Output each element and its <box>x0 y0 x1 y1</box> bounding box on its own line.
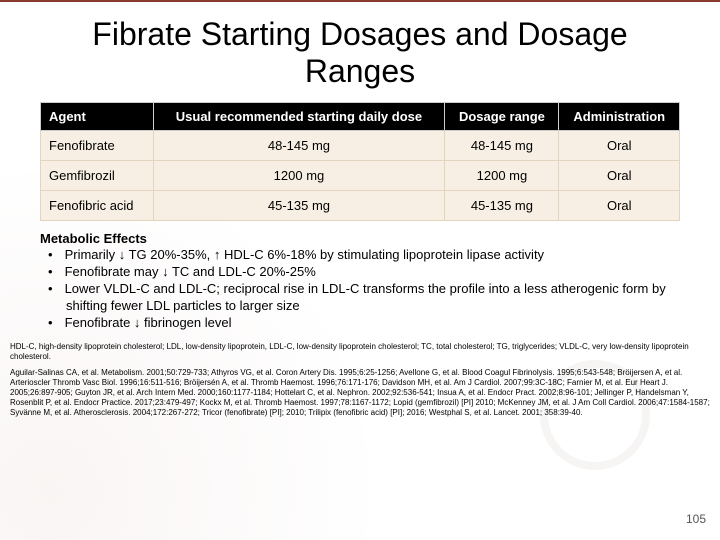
list-item: Fenofibrate ↓ fibrinogen level <box>66 315 680 332</box>
col-agent: Agent <box>41 102 154 130</box>
effects-list: Primarily ↓ TG 20%-35%, ↑ HDL-C 6%-18% b… <box>40 247 680 331</box>
seal-watermark-icon <box>540 360 650 470</box>
cell-agent: Fenofibrate <box>41 130 154 160</box>
table-row: Fenofibrate 48-145 mg 48-145 mg Oral <box>41 130 680 160</box>
cell-admin: Oral <box>559 190 680 220</box>
cell-range: 45-135 mg <box>445 190 559 220</box>
table-header-row: Agent Usual recommended starting daily d… <box>41 102 680 130</box>
table-row: Gemfibrozil 1200 mg 1200 mg Oral <box>41 160 680 190</box>
list-item: Fenofibrate may ↓ TC and LDL-C 20%-25% <box>66 264 680 281</box>
cell-agent: Gemfibrozil <box>41 160 154 190</box>
cell-admin: Oral <box>559 130 680 160</box>
metabolic-effects: Metabolic Effects Primarily ↓ TG 20%-35%… <box>40 231 680 332</box>
list-item: Lower VLDL-C and LDL-C; reciprocal rise … <box>66 281 680 315</box>
effects-heading: Metabolic Effects <box>40 231 680 248</box>
col-administration: Administration <box>559 102 680 130</box>
cell-agent: Fenofibric acid <box>41 190 154 220</box>
cell-starting-dose: 45-135 mg <box>153 190 445 220</box>
col-dosage-range: Dosage range <box>445 102 559 130</box>
cell-range: 48-145 mg <box>445 130 559 160</box>
cell-starting-dose: 1200 mg <box>153 160 445 190</box>
cell-starting-dose: 48-145 mg <box>153 130 445 160</box>
list-item: Primarily ↓ TG 20%-35%, ↑ HDL-C 6%-18% b… <box>66 247 680 264</box>
dosage-table: Agent Usual recommended starting daily d… <box>40 102 680 221</box>
table-row: Fenofibric acid 45-135 mg 45-135 mg Oral <box>41 190 680 220</box>
page-number: 105 <box>686 512 706 526</box>
abbreviation-note: HDL-C, high-density lipoprotein choleste… <box>10 342 710 362</box>
cell-admin: Oral <box>559 160 680 190</box>
col-starting-dose: Usual recommended starting daily dose <box>153 102 445 130</box>
slide-title: Fibrate Starting Dosages and Dosage Rang… <box>40 16 680 90</box>
cell-range: 1200 mg <box>445 160 559 190</box>
